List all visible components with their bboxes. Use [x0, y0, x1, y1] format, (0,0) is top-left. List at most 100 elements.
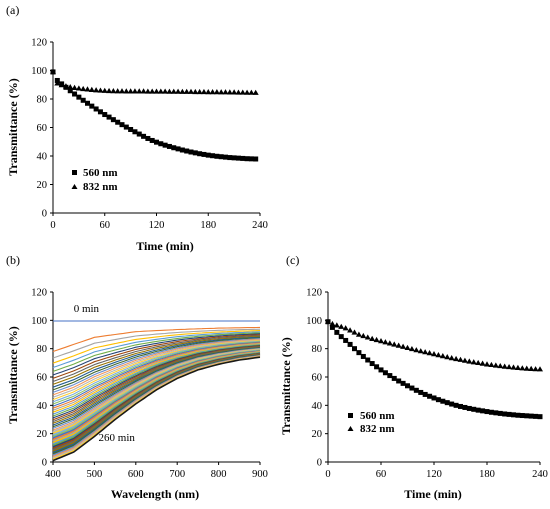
panel-a-point-832nm — [62, 83, 69, 89]
panel-c-point-832nm — [497, 362, 504, 369]
panel-b-spectrum — [52, 346, 261, 424]
panel-c-x-tick-label: 180 — [479, 469, 495, 480]
panel-a-point-560nm — [235, 155, 241, 161]
panel-a-point-560nm — [171, 145, 177, 151]
panel-a-point-560nm — [223, 154, 228, 160]
panel-c-point-832nm — [492, 362, 499, 368]
panel-c-point-560nm — [422, 391, 428, 397]
panel-b-y-tick-label: 60 — [37, 373, 48, 384]
panel-b-spectrum — [52, 342, 261, 411]
panel-b-spectrum — [52, 341, 261, 405]
panel-c-x-tick-label: 60 — [376, 469, 387, 480]
panel-a-point-560nm — [123, 124, 129, 130]
panel-c-y-tick-label: 60 — [312, 373, 323, 384]
panel-c-y-tick-label: 0 — [317, 458, 322, 469]
panel-a-point-560nm — [154, 139, 159, 145]
panel-c-point-560nm — [343, 337, 349, 343]
panel-a-point-560nm — [197, 151, 203, 157]
panel-a-point-560nm — [188, 149, 194, 155]
panel-a-point-832nm — [106, 87, 113, 94]
panel-c-point-560nm — [458, 403, 463, 409]
panel-a-point-832nm — [127, 88, 134, 94]
panel-a-point-832nm — [222, 89, 229, 95]
panel-a-point-832nm — [252, 89, 259, 95]
panel-b-x-tick-label: 400 — [45, 469, 61, 480]
panel-c-point-832nm — [528, 365, 535, 371]
panel-a-point-560nm — [227, 155, 233, 161]
panel-c-point-560nm — [475, 407, 481, 413]
panel-c-point-832nm — [475, 359, 482, 366]
panel-a-point-832nm — [196, 88, 203, 95]
panel-a-point-832nm — [123, 88, 130, 94]
panel-c-point-560nm — [405, 383, 410, 389]
panel-c-point-832nm — [413, 347, 420, 353]
panel-b-spectrum — [52, 331, 261, 369]
panel-a-x-tick-label: 60 — [100, 220, 111, 231]
panel-c-point-560nm — [537, 414, 543, 420]
panel-a-point-560nm — [136, 131, 142, 137]
panel-c-point-560nm — [484, 409, 490, 415]
panel-b-spectrum — [52, 344, 261, 417]
panel-a-point-832nm — [218, 89, 225, 95]
panel-b-spectrum — [52, 335, 261, 385]
panel-c-point-832nm — [514, 364, 521, 370]
panel-c-point-832nm — [488, 361, 495, 368]
panel-c-point-560nm — [511, 412, 516, 418]
panel-c-point-560nm — [502, 411, 508, 417]
panel-a-point-832nm — [80, 85, 87, 92]
panel-a: (a) 0 60 120 180 240 0 20 40 60 80 100 120 Time (mi… — [6, 3, 268, 253]
panel-c-point-560nm — [338, 334, 344, 340]
panel-c-point-560nm — [515, 412, 521, 418]
panel-c-point-832nm — [484, 361, 490, 367]
panel-c-legend-square-marker — [348, 413, 353, 418]
panel-b-annotation-0-min: 0 min — [74, 303, 100, 315]
panel-a-point-560nm — [248, 156, 254, 162]
panel-c-point-560nm — [493, 410, 499, 416]
panel-a-point-560nm — [162, 142, 168, 148]
panel-c-point-560nm — [497, 410, 503, 416]
panel-c: (c) 0 60 120 180 240 0 20 40 60 80 100 120 Time (mi… — [279, 253, 548, 501]
panel-a-legend: 560 nm 832 nm — [71, 167, 118, 193]
panel-c-point-832nm — [448, 355, 455, 361]
panel-c-point-560nm — [466, 405, 472, 411]
panel-a-point-832nm — [67, 84, 74, 90]
panel-b-spectrum — [52, 332, 261, 372]
panel-b-x-tick-label: 600 — [128, 469, 144, 480]
panel-c-point-832nm — [342, 325, 349, 331]
panel-a-point-832nm — [170, 88, 177, 94]
panel-b-spectrum — [52, 343, 261, 415]
panel-a-point-560nm — [231, 155, 237, 161]
panel-c-x-tick-label: 0 — [325, 469, 330, 480]
panel-a-point-832nm — [157, 88, 164, 94]
panel-a-point-832nm — [50, 68, 56, 75]
panel-b-spectrum — [52, 336, 261, 388]
panel-b-spectrum — [52, 338, 261, 393]
panel-c-point-832nm — [391, 341, 398, 347]
panel-c-xlabel: Time (min) — [404, 487, 461, 501]
panel-c-point-832nm — [461, 357, 468, 363]
panel-a-point-560nm — [149, 137, 155, 143]
panel-b-spectrum — [52, 343, 261, 413]
panel-b-ylabel: Transmittance (%) — [6, 326, 20, 423]
panel-c-y-tick-label: 120 — [306, 288, 322, 299]
panel-a-legend-triangle-marker — [71, 184, 78, 189]
panel-a-point-832nm — [54, 80, 61, 86]
panel-c-point-560nm — [413, 387, 419, 393]
panel-a-point-832nm — [248, 89, 255, 95]
panel-c-label: (c) — [286, 253, 299, 267]
panel-c-legend-triangle-marker — [347, 426, 354, 431]
panel-c-point-560nm — [365, 357, 371, 363]
panel-a-point-832nm — [119, 88, 125, 94]
panel-a-point-832nm — [183, 88, 190, 94]
panel-b-spectrum — [52, 339, 261, 401]
panel-b-y-tick-label: 20 — [37, 429, 48, 440]
panel-b-y-tick-label: 100 — [31, 316, 47, 327]
panel-c-point-832nm — [523, 365, 530, 371]
panel-a-point-832nm — [239, 89, 246, 95]
panel-c-point-832nm — [501, 363, 508, 369]
panel-c-legend: 560 nm 832 nm — [347, 410, 395, 435]
panel-a-x-tick-label: 0 — [50, 220, 55, 231]
panel-a-xlabel: Time (min) — [136, 239, 193, 253]
panel-a-point-832nm — [192, 88, 199, 95]
panel-c-point-832nm — [351, 329, 358, 335]
